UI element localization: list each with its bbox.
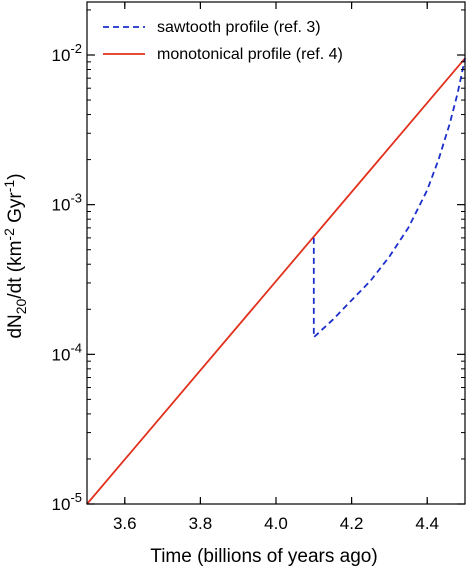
x-tick-label: 4.0: [264, 514, 288, 533]
x-axis-title: Time (billions of years ago): [150, 546, 377, 567]
y-axis-title-sup1: -2: [1, 228, 17, 241]
y-tick-label: 10-4: [52, 340, 82, 364]
legend-label: monotonical profile (ref. 4): [157, 46, 343, 63]
series-line-2: [86, 57, 466, 505]
y-axis-title-main: dN: [5, 314, 26, 338]
series-layer: [86, 57, 466, 505]
y-axis-title-sup2: -1: [1, 180, 17, 193]
x-tick-label: 4.2: [340, 514, 364, 533]
y-tick-label: 10-3: [52, 191, 82, 215]
series-line-1: [312, 58, 466, 340]
plot-frame: [86, 1, 466, 505]
legend-label: sawtooth profile (ref. 3): [157, 19, 321, 36]
x-axis: 3.6 3.8 4.0 4.2 4.4: [113, 2, 439, 533]
x-tick-label: 4.4: [415, 514, 439, 533]
x-tick-label: 3.8: [189, 514, 213, 533]
y-tick-label: 10-2: [52, 41, 82, 65]
x-tick-label: 3.6: [113, 514, 137, 533]
y-axis: 10-5 10-4 10-3 10-2: [52, 9, 465, 514]
y-axis-title-mid: Gyr: [5, 192, 26, 229]
y-axis-title-after-sub: /dt (km: [5, 241, 26, 299]
y-axis-title-sub: 20: [13, 298, 29, 314]
y-axis-title-end: ): [5, 173, 26, 179]
y-tick-label: 10-5: [52, 490, 82, 514]
y-axis-title: dN20/dt (km-2 Gyr-1): [1, 173, 29, 338]
legend: sawtooth profile (ref. 3) monotonical pro…: [103, 19, 343, 63]
